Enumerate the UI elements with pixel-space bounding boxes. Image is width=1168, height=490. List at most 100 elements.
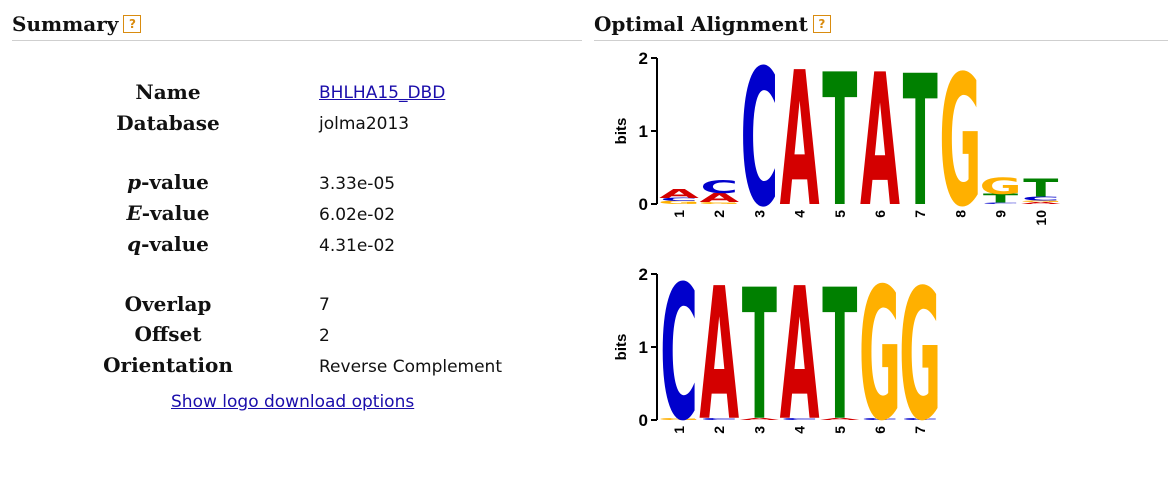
help-icon[interactable]: ? [123, 15, 142, 33]
svg-text:C: C [982, 202, 1020, 204]
logo-letter-G: G [859, 260, 901, 450]
position-label: 1 [671, 210, 687, 218]
overlap-value: 7 [319, 295, 330, 315]
position-label: 6 [872, 210, 888, 218]
logo-letter-C: C [1022, 196, 1060, 202]
alignment-title: Optimal Alignment [594, 12, 808, 36]
logo-letter-A: A [699, 191, 739, 205]
overlap-label: Overlap [124, 292, 212, 316]
y-axis-label: bits [613, 118, 630, 145]
summary-heading: Summary ? [12, 12, 142, 36]
svg-text:C: C [861, 417, 899, 421]
offset-label: Offset [134, 322, 202, 346]
position-label: 3 [751, 426, 767, 434]
svg-text:G: G [899, 260, 941, 450]
logo-letter-C: C [901, 417, 939, 421]
summary-divider [12, 40, 582, 41]
position-label: 2 [711, 210, 727, 218]
logo-letter-G: G [979, 174, 1021, 200]
svg-text:G: G [939, 44, 981, 234]
svg-text:C: C [700, 177, 738, 198]
logo-letter-G: G [658, 200, 700, 205]
position-label: 2 [711, 426, 727, 434]
q-value: 4.31e-02 [319, 236, 396, 256]
svg-text:G: G [859, 260, 901, 450]
logo-letter-A: A [780, 260, 820, 450]
svg-text:A: A [860, 44, 900, 234]
logo-letter-C: C [660, 260, 698, 450]
logo-letter-A: A [659, 187, 699, 201]
position-label: 6 [872, 426, 888, 434]
position-label: 3 [751, 210, 767, 218]
database-value: jolma2013 [319, 114, 410, 134]
show-logo-download-options-link[interactable]: Show logo download options [171, 392, 415, 412]
y-tick-label: 1 [639, 122, 648, 141]
logo-letter-C: C [660, 197, 698, 202]
position-label: 5 [832, 426, 848, 434]
svg-text:T: T [983, 191, 1019, 205]
logo-letter-T: T [1023, 173, 1059, 203]
svg-text:G: G [698, 201, 740, 205]
alignment-divider [594, 40, 1168, 41]
position-label: 7 [912, 210, 928, 218]
y-tick-label: 2 [639, 265, 648, 284]
logo-letter-A: A [740, 417, 780, 421]
p-value: 3.33e-05 [319, 174, 396, 194]
svg-text:T: T [903, 44, 938, 234]
name-label: Name [135, 80, 201, 104]
svg-text:C: C [781, 417, 819, 421]
svg-text:G: G [979, 174, 1021, 200]
logo-letter-T: T [903, 44, 938, 234]
position-label: 4 [792, 210, 808, 218]
logo-letter-C: C [700, 417, 738, 421]
logo-letter-T: T [822, 260, 857, 450]
logo-letter-A: A [780, 44, 820, 234]
svg-text:C: C [700, 417, 738, 421]
orientation-label: Orientation [103, 353, 233, 377]
logo-letter-G: G [658, 417, 700, 421]
y-axis-label: bits [613, 334, 630, 361]
logo-letter-G: G [899, 260, 941, 450]
y-tick-label: 0 [639, 411, 648, 430]
logo-letter-G: G [698, 201, 740, 205]
svg-text:C: C [660, 197, 698, 202]
motif-name-link[interactable]: BHLHA15_DBD [319, 83, 446, 103]
orientation-value: Reverse Complement [319, 357, 502, 377]
position-label: 8 [952, 210, 968, 218]
svg-text:T: T [1023, 173, 1059, 203]
y-tick-label: 0 [639, 195, 648, 214]
svg-text:C: C [1022, 196, 1060, 202]
svg-text:C: C [660, 260, 698, 450]
logo-letter-C: C [700, 177, 738, 198]
offset-value: 2 [319, 326, 330, 346]
logo-letter-G: G [1020, 200, 1062, 202]
svg-text:T: T [822, 260, 857, 450]
alignment-heading: Optimal Alignment ? [594, 12, 831, 36]
svg-text:G: G [1020, 200, 1062, 202]
logo-letter-A: A [860, 44, 900, 234]
logo-letter-T: T [822, 44, 857, 234]
svg-text:G: G [658, 417, 700, 421]
svg-text:A: A [699, 260, 739, 450]
position-label: 4 [792, 426, 808, 434]
logo-letter-A: A [699, 260, 739, 450]
logo-letter-C: C [982, 202, 1020, 204]
logo-letter-A: A [820, 417, 860, 421]
svg-text:C: C [901, 417, 939, 421]
svg-text:A: A [659, 187, 699, 201]
logo-letter-C: C [741, 44, 779, 234]
logo-letter-G: G [939, 44, 981, 234]
logo-letter-T: T [983, 191, 1019, 205]
summary-title: Summary [12, 12, 119, 36]
help-icon[interactable]: ? [812, 15, 831, 33]
database-label: Database [116, 111, 220, 135]
svg-text:A: A [780, 260, 820, 450]
svg-text:A: A [1021, 201, 1061, 205]
svg-text:A: A [820, 417, 860, 421]
position-label: 5 [832, 210, 848, 218]
e-value: 6.02e-02 [319, 205, 396, 225]
y-tick-label: 2 [639, 49, 648, 68]
svg-text:C: C [741, 44, 779, 234]
position-label: 7 [912, 426, 928, 434]
e-value-label: E-value [126, 201, 210, 225]
